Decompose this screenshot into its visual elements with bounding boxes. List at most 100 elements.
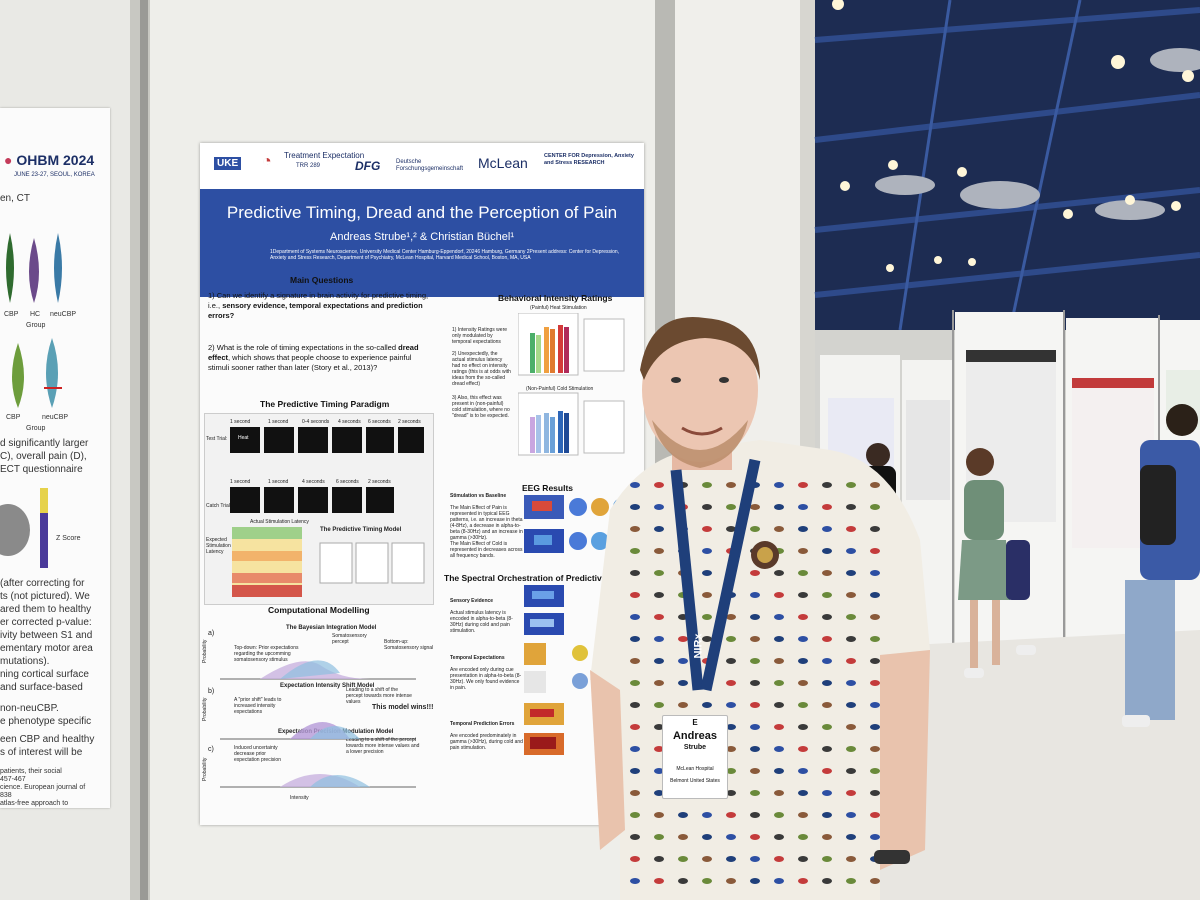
shirt-pattern-dot bbox=[750, 834, 760, 840]
computational-modelling-title: Computational Modelling bbox=[268, 605, 370, 615]
shirt-pattern-dot bbox=[654, 680, 664, 686]
treatment-expectation-icon: ◔ bbox=[262, 153, 272, 170]
shirt-pattern-dot bbox=[654, 834, 664, 840]
timing-label: 1 second bbox=[268, 419, 289, 425]
shirt-pattern-dot bbox=[750, 592, 760, 598]
eeg-text-2: The Main Effect of Cold is represented i… bbox=[450, 541, 523, 559]
trial-screen bbox=[264, 487, 294, 513]
shirt-pattern-dot bbox=[870, 768, 880, 774]
shirt-pattern-dot bbox=[822, 614, 832, 620]
shirt-pattern-dot bbox=[630, 658, 640, 664]
shirt-pattern-dot bbox=[846, 878, 856, 884]
shirt-pattern-dot bbox=[870, 526, 880, 532]
shirt-pattern-dot bbox=[822, 548, 832, 554]
shirt-pattern-dot bbox=[750, 636, 760, 642]
research-poster: UKE ◔ Treatment Expectation TRR 289 DFG … bbox=[200, 143, 644, 825]
model-wins-label: This model wins!!! bbox=[372, 704, 434, 711]
shirt-pattern-dot bbox=[654, 746, 664, 752]
shirt-pattern-dot bbox=[678, 812, 688, 818]
shirt-pattern-dot bbox=[846, 856, 856, 862]
actual-latency-label: Actual Stimulation Latency bbox=[250, 519, 309, 525]
shirt-pattern-dot bbox=[870, 636, 880, 642]
shirt-pattern-dot bbox=[726, 724, 736, 730]
shirt-pattern-dot bbox=[630, 636, 640, 642]
shirt-pattern-dot bbox=[654, 504, 664, 510]
shirt-pattern-dot bbox=[654, 812, 664, 818]
conference-logo: ● OHBM 2024 bbox=[4, 152, 95, 168]
eeg-text-1: The Main Effect of Pain is represented i… bbox=[450, 505, 523, 541]
shirt-pattern-dot bbox=[630, 504, 640, 510]
left-poster-line: d significantly larger bbox=[0, 438, 89, 449]
shirt-pattern-dot bbox=[702, 592, 712, 598]
poster-title-banner: Predictive Timing, Dread and the Percept… bbox=[200, 189, 644, 297]
violin-axis-group: Group bbox=[26, 322, 46, 329]
violin-label-cbp: CBP bbox=[4, 311, 19, 318]
shirt-pattern-dot bbox=[798, 548, 808, 554]
catch-trial-label: Catch Trial: bbox=[206, 503, 232, 509]
question-1: 1) Can we identify a signature in brain … bbox=[208, 291, 433, 321]
shirt-pattern-dot bbox=[870, 570, 880, 576]
shirt-pattern-dot bbox=[630, 526, 640, 532]
shirt-pattern-dot bbox=[678, 834, 688, 840]
trial-screen bbox=[298, 487, 328, 513]
model-b-note: Leading to a shift of the percept toward… bbox=[346, 687, 412, 705]
timing-label: 1 second bbox=[230, 479, 251, 485]
shirt-pattern-dot bbox=[630, 878, 640, 884]
spectral-orchestration-title: The Spectral Orchestration of Predictive bbox=[444, 573, 607, 583]
model-c-note: Leading to a shift of the percept toward… bbox=[346, 737, 420, 755]
paradigm-title: The Predictive Timing Paradigm bbox=[260, 399, 390, 409]
shirt-pattern-dot bbox=[726, 526, 736, 532]
eeg-subtitle: Stimulation vs Baseline bbox=[450, 493, 507, 499]
shirt-pattern-dot bbox=[774, 614, 784, 620]
shirt-pattern-dot bbox=[750, 790, 760, 796]
left-poster-line: een CBP and healthy bbox=[0, 734, 95, 745]
shirt-pattern-dot bbox=[726, 482, 736, 488]
violin-plots bbox=[6, 233, 62, 408]
shirt-pattern-dot bbox=[726, 834, 736, 840]
model-a-label: a) bbox=[208, 630, 215, 637]
trial-screen bbox=[264, 427, 294, 453]
shirt-pattern-dot bbox=[702, 482, 712, 488]
trial-screen bbox=[332, 427, 362, 453]
uke-logo: UKE bbox=[214, 157, 242, 170]
shirt-pattern-dot bbox=[630, 746, 640, 752]
shirt-pattern-dot bbox=[678, 856, 688, 862]
violin-label-neucbp: neuCBP bbox=[50, 311, 77, 318]
shirt-pattern-dot bbox=[798, 482, 808, 488]
poster-authors: Andreas Strube¹,² & Christian Büchel¹ bbox=[329, 231, 515, 243]
shirt-pattern-dot bbox=[630, 680, 640, 686]
shirt-pattern-dot bbox=[630, 812, 640, 818]
shirt-pattern-dot bbox=[822, 812, 832, 818]
shirt-pattern-dot bbox=[654, 790, 664, 796]
shirt-pattern-dot bbox=[750, 680, 760, 686]
shirt-pattern-dot bbox=[702, 856, 712, 862]
shirt-pattern-dot bbox=[654, 526, 664, 532]
question-2-text: 2) What is the role of timing expectatio… bbox=[208, 343, 397, 352]
lanyard-text: NIRx bbox=[692, 633, 705, 659]
heat-chart-label: (Painful) Heat Stimulation bbox=[530, 305, 587, 311]
shirt-pattern-dot bbox=[678, 680, 688, 686]
cold-chart-label: (Non-Painful) Cold Stimulation bbox=[526, 386, 594, 392]
model-a-note: Bottom-up: Somatosensory signal bbox=[384, 639, 434, 651]
shirt-pattern-dot bbox=[774, 570, 784, 576]
shirt-pattern-dot bbox=[774, 812, 784, 818]
shirt-pattern-dot bbox=[654, 658, 664, 664]
shirt-pattern-dot bbox=[798, 614, 808, 620]
shirt-pattern-dot bbox=[726, 790, 736, 796]
shirt-pattern-dot bbox=[678, 636, 688, 642]
badge-organization: McLean Hospital bbox=[676, 766, 714, 772]
shirt-pattern-dot bbox=[846, 548, 856, 554]
shirt-pattern-dot bbox=[774, 746, 784, 752]
trial-screen bbox=[366, 427, 394, 453]
shirt-pattern-dot bbox=[774, 526, 784, 532]
shirt-pattern-dot bbox=[654, 482, 664, 488]
shirt-pattern-dot bbox=[822, 768, 832, 774]
shirt-pattern-dot bbox=[846, 834, 856, 840]
shirt-pattern-dot bbox=[750, 526, 760, 532]
shirt-pattern-dot bbox=[630, 592, 640, 598]
shirt-pattern-dot bbox=[870, 548, 880, 554]
left-poster-ref: 838 bbox=[0, 792, 12, 799]
shirt-pattern-dot bbox=[870, 614, 880, 620]
timing-label: 1 second bbox=[230, 419, 251, 425]
shirt-pattern-dot bbox=[750, 702, 760, 708]
